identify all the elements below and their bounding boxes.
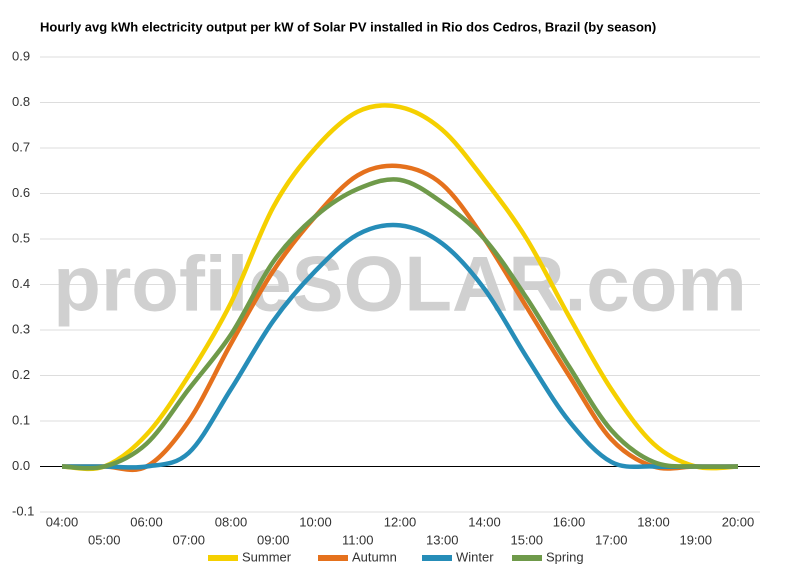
x-tick-label: 08:00 (215, 514, 248, 529)
x-tick-label: 10:00 (299, 514, 332, 529)
x-tick-label: 13:00 (426, 532, 459, 547)
y-tick-label: 0.3 (12, 321, 30, 336)
legend-label: Autumn (352, 549, 397, 564)
y-tick-label: 0.5 (12, 230, 30, 245)
series-line (61, 177, 739, 471)
watermark: profileSOLAR.com (53, 240, 746, 328)
legend-swatch (422, 555, 452, 561)
y-tick-label: 0.2 (12, 367, 30, 382)
x-tick-label: 07:00 (172, 532, 205, 547)
y-tick-label: 0.0 (12, 458, 30, 473)
x-tick-label: 17:00 (595, 532, 628, 547)
y-tick-label: 0.1 (12, 412, 30, 427)
legend-swatch (318, 555, 348, 561)
x-tick-label: 14:00 (468, 514, 501, 529)
legend-label: Spring (546, 549, 584, 564)
series-line (62, 222, 738, 470)
y-tick-label: 0.7 (12, 139, 30, 154)
series-line (61, 103, 739, 472)
x-tick-label: 20:00 (722, 514, 755, 529)
legend-swatch (208, 555, 238, 561)
series-line (62, 163, 738, 473)
x-tick-label: 09:00 (257, 532, 290, 547)
x-tick-label: 16:00 (553, 514, 586, 529)
x-tick-label: 15:00 (510, 532, 543, 547)
x-tick-label: 12:00 (384, 514, 417, 529)
x-tick-label: 11:00 (342, 532, 374, 547)
y-tick-label: 0.4 (12, 276, 30, 291)
y-tick-label: -0.1 (12, 503, 34, 518)
x-tick-label: 04:00 (46, 514, 79, 529)
x-tick-label: 06:00 (130, 514, 163, 529)
y-tick-label: 0.8 (12, 94, 30, 109)
legend-swatch (512, 555, 542, 561)
y-tick-label: 0.6 (12, 185, 30, 200)
legend-label: Winter (456, 549, 494, 564)
y-tick-label: 0.9 (12, 48, 30, 63)
legend-label: Summer (242, 549, 292, 564)
chart-title: Hourly avg kWh electricity output per kW… (40, 19, 656, 34)
x-tick-label: 18:00 (637, 514, 670, 529)
x-tick-label: 19:00 (679, 532, 712, 547)
x-tick-label: 05:00 (88, 532, 121, 547)
